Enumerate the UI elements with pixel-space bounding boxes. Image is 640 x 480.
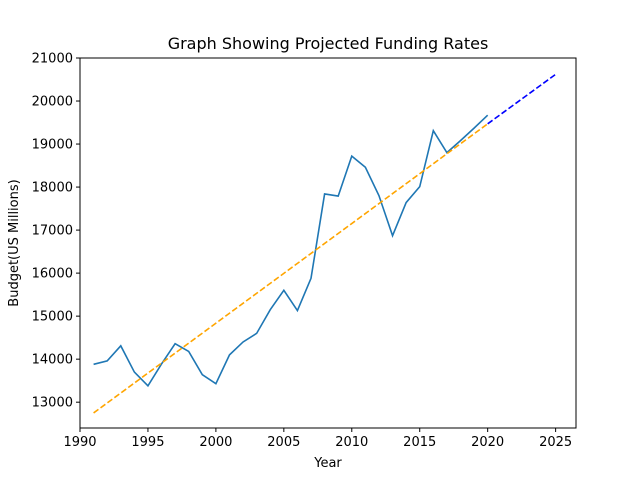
y-tick-label: 20000 bbox=[32, 95, 73, 110]
x-tick-label: 2010 bbox=[335, 435, 368, 450]
y-tick-label: 16000 bbox=[32, 267, 73, 282]
plot-area bbox=[93, 73, 557, 414]
y-tick-label: 18000 bbox=[32, 181, 73, 196]
y-tick-label: 13000 bbox=[32, 396, 73, 411]
y-axis-label: Budget(US Millions) bbox=[7, 179, 22, 306]
y-tick-label: 14000 bbox=[32, 353, 73, 368]
x-axis: 1990 1995 2000 2005 2010 2015 2020 2025 bbox=[63, 428, 572, 450]
y-tick-label: 15000 bbox=[32, 310, 73, 325]
x-tick-label: 2005 bbox=[267, 435, 300, 450]
x-tick-label: 2000 bbox=[199, 435, 232, 450]
series-0-line bbox=[93, 114, 489, 388]
x-tick-label: 1990 bbox=[63, 435, 96, 450]
plot-frame bbox=[79, 57, 577, 429]
chart-title: Graph Showing Projected Funding Rates bbox=[168, 34, 489, 53]
y-tick-label: 19000 bbox=[32, 138, 73, 153]
x-tick-label: 2020 bbox=[471, 435, 504, 450]
x-axis-label: Year bbox=[313, 456, 342, 471]
y-tick-label: 17000 bbox=[32, 224, 73, 239]
y-tick-label: 21000 bbox=[32, 52, 73, 67]
series-1-line bbox=[93, 123, 489, 414]
y-axis: 13000 14000 15000 16000 17000 18000 19000 20000… bbox=[32, 52, 80, 411]
x-tick-label: 1995 bbox=[131, 435, 164, 450]
series-2-line bbox=[487, 73, 557, 125]
x-tick-label: 2025 bbox=[539, 435, 572, 450]
x-tick-label: 2015 bbox=[403, 435, 436, 450]
